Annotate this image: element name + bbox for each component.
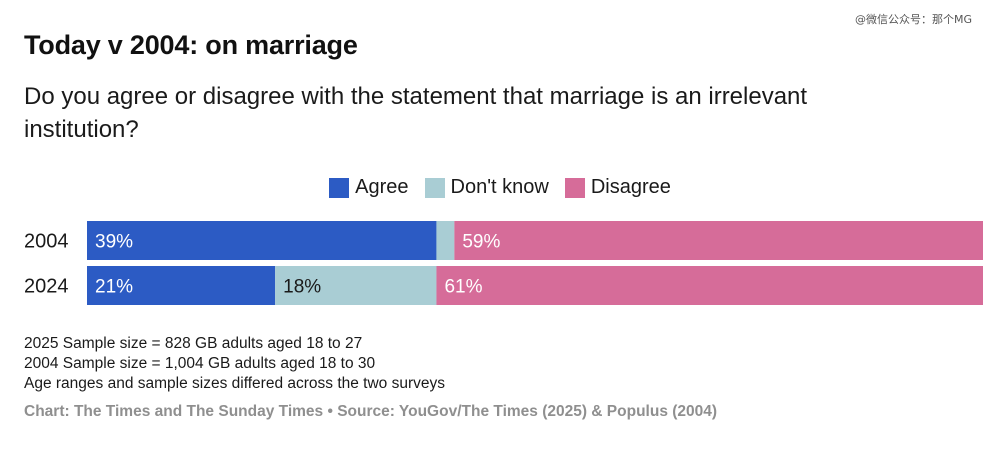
bar-segment-2024-agree: [87, 266, 276, 305]
note-line-2004-sample: 2004 Sample size = 1,004 GB adults aged …: [24, 355, 376, 372]
bar-segment-2004-disagree: [454, 221, 983, 260]
bar-segment-2004-don-t-know: [436, 221, 455, 260]
data-label-2024-disagree: 61%: [444, 277, 482, 298]
legend-label-dont-know: Don't know: [450, 176, 549, 198]
chart-credit: Chart: The Times and The Sunday Times • …: [24, 403, 718, 420]
note-line-2025-sample: 2025 Sample size = 828 GB adults aged 18…: [24, 335, 363, 352]
chart-legend: Agree Don't know Disagree: [0, 176, 1000, 199]
data-label-2004-disagree: 59%: [462, 232, 500, 253]
bar-segment-2004-agree: [87, 221, 437, 260]
chart-subtitle: Do you agree or disagree with the statem…: [24, 83, 808, 143]
chart-notes: 2025 Sample size = 828 GB adults aged 18…: [24, 334, 445, 394]
legend-swatch-agree: [329, 177, 350, 198]
legend-item-disagree: Disagree: [564, 176, 671, 199]
legend-item-dont-know: Don't know: [424, 176, 549, 199]
legend-label-disagree: Disagree: [590, 176, 671, 198]
legend-item-agree: Agree: [329, 176, 409, 199]
bar-segment-2024-don-t-know: [275, 266, 437, 305]
category-label-2004: 2004: [24, 231, 69, 253]
legend-swatch-dont-know: [424, 177, 445, 198]
watermark-text: @微信公众号：那个MG: [854, 13, 972, 26]
stacked-bar-chart: 2004 39% 59% 2024 21% 18% 61%: [0, 218, 1000, 308]
legend-swatch-disagree: [564, 177, 585, 198]
data-label-2004-agree: 39%: [95, 232, 133, 253]
note-line-age-ranges: Age ranges and sample sizes differed acr…: [24, 375, 446, 392]
bar-segment-2024-disagree: [436, 266, 983, 305]
chart-title: Today v 2004: on marriage: [24, 30, 358, 60]
legend-label-agree: Agree: [355, 176, 409, 198]
data-label-2024-don-t-know: 18%: [283, 277, 321, 298]
bar-chart-svg: 2004 39% 59% 2024 21% 18% 61%: [24, 221, 983, 305]
category-label-2024: 2024: [24, 276, 69, 298]
data-label-2024-agree: 21%: [95, 277, 133, 298]
